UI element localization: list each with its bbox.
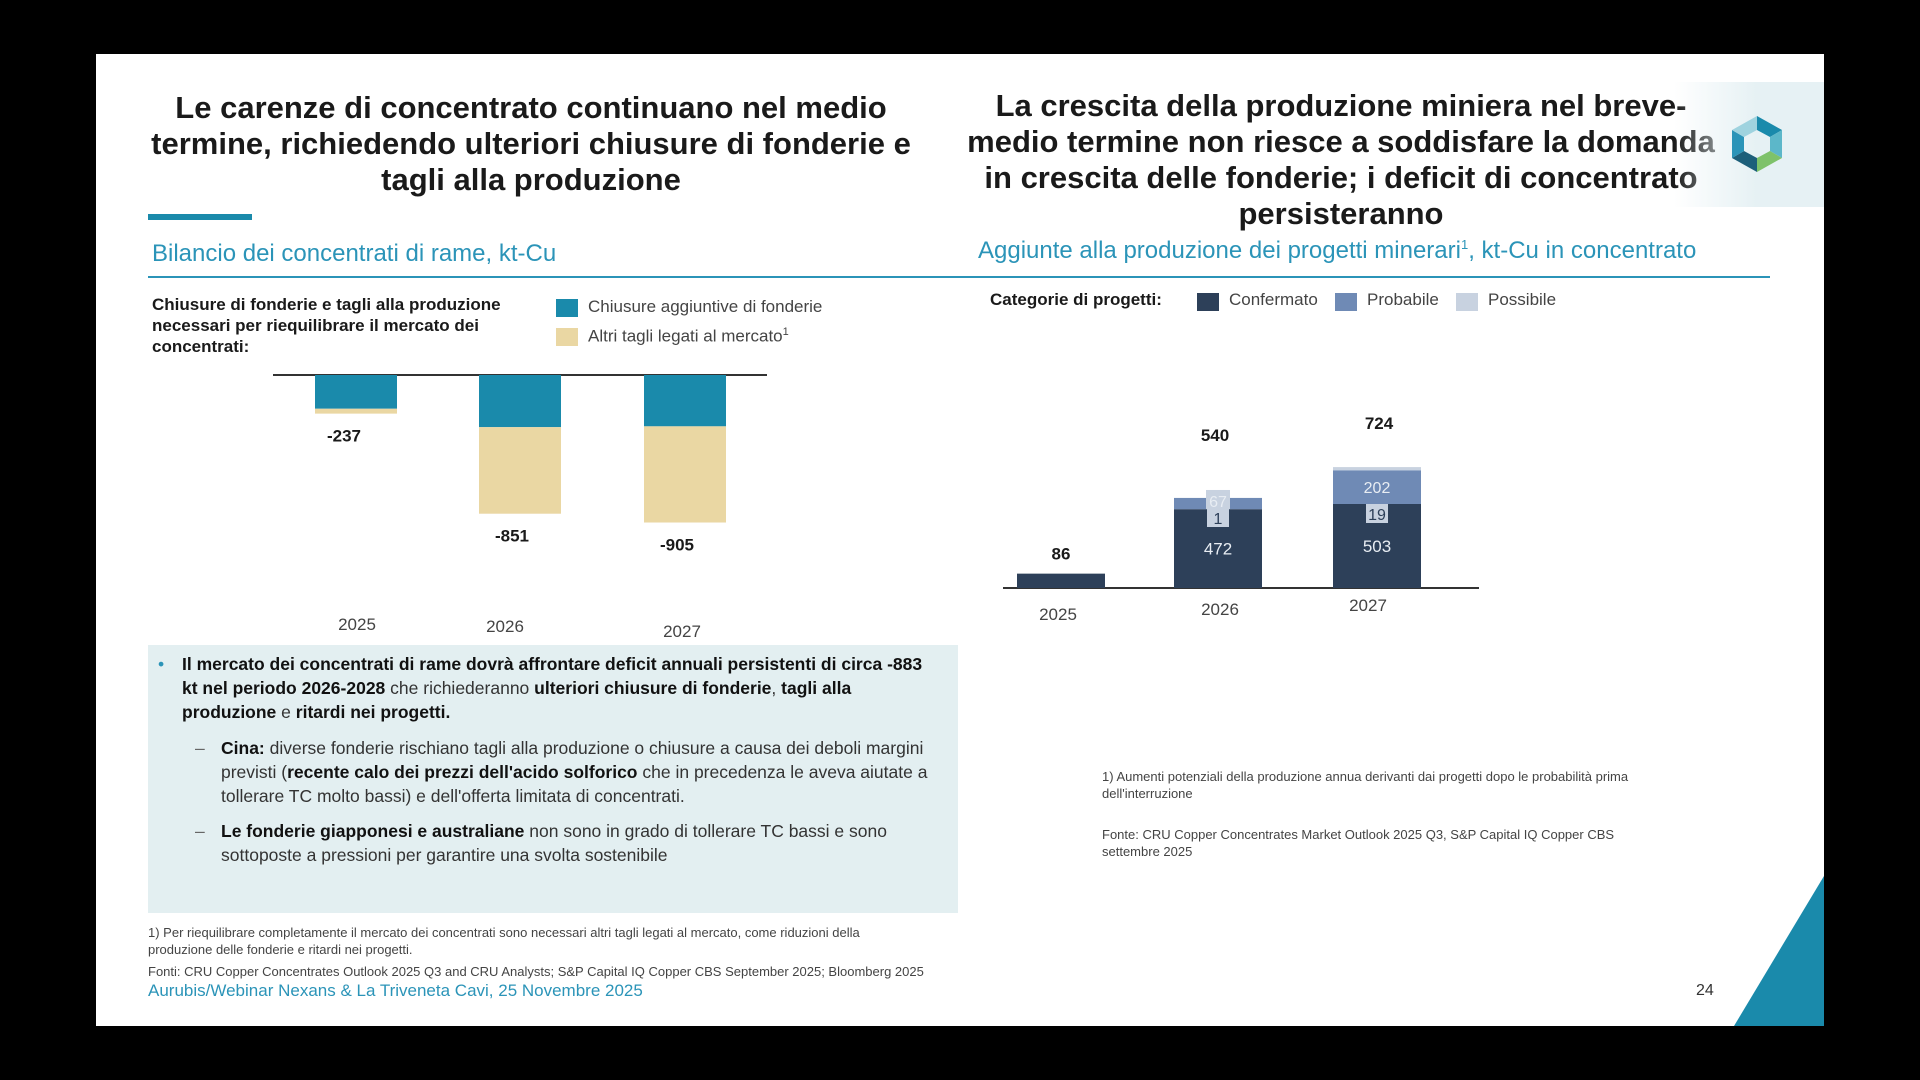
main-bullet: • Il mercato dei concentrati di rame dov… (158, 652, 932, 724)
legend-label-market-cuts-text: Altri tagli legati al mercato (588, 326, 783, 346)
right-source-2: settembre 2025 (1102, 844, 1193, 859)
right-label-confermato-2027: 503 (1363, 537, 1391, 556)
corner-accent (1734, 876, 1824, 1026)
right-label-probabile-2026: 67 (1209, 494, 1227, 511)
right-legend-intro: Categorie di progetti: (990, 290, 1162, 309)
main-bullet-text: Il mercato dei concentrati di rame dovrà… (182, 654, 922, 722)
right-label-possibile-2027: 19 (1368, 507, 1386, 524)
left-year-label-2026: 2026 (486, 617, 524, 636)
left-footnote-1: 1) Per riequilibrare completamente il me… (148, 925, 860, 940)
b-main-part-3: , (771, 678, 782, 698)
left-total-label-2025: -237 (327, 427, 361, 446)
left-total-label-2026: -851 (495, 527, 529, 546)
right-label-confermato-2025: 86 (1052, 545, 1071, 564)
right-subtitle-sup: 1 (1460, 237, 1469, 252)
b-main-part-1: che richiederanno (385, 678, 535, 698)
right-label-bg-probabile-2026 (1206, 489, 1230, 509)
sub-bullet-japan-australia: – Le fonderie giapponesi e australiane n… (195, 819, 931, 867)
left-total-label-2027: -905 (660, 536, 694, 555)
left-bar-2027-closures (644, 375, 726, 427)
b-main-part-6: ritardi nei progetti. (295, 702, 451, 722)
left-year-label-2025: 2025 (338, 615, 376, 634)
left-title: Le carenze di concentrato continuano nel… (151, 90, 911, 197)
event-footer: Aurubis/Webinar Nexans & La Triveneta Ca… (148, 981, 643, 1000)
right-label-bg-possibile-2027 (1366, 504, 1388, 523)
b-main-part-5: e (276, 702, 296, 722)
right-label-bg-possibile-2026 (1207, 508, 1229, 527)
legend-label-market-cuts: Altri tagli legati al mercato1 (588, 326, 789, 347)
b-sub1-part-1: diverse fonderie rischiano tagli alla pr… (221, 738, 924, 782)
left-bar-2025-closures (315, 375, 397, 409)
sub-bullet-china: – Cina: diverse fonderie rischiano tagli… (195, 736, 931, 808)
dash-icon: – (195, 821, 205, 841)
right-bar-2027-probabile (1333, 470, 1421, 504)
legend-label-confermato: Confermato (1229, 290, 1318, 309)
left-bar-2026-closures (479, 375, 561, 428)
aurubis-logo-icon (1732, 116, 1782, 172)
b-main-part-0: Il mercato dei concentrati di rame dovrà… (182, 654, 923, 698)
right-footnote-1: 1) Aumenti potenziali della produzione a… (1102, 769, 1629, 784)
accent-line (148, 214, 252, 220)
left-year-label-2027: 2027 (663, 622, 701, 641)
right-subtitle-main: Aggiunte alla produzione dei progetti mi… (978, 237, 1461, 264)
left-chart-subtitle: Bilancio dei concentrati di rame, kt-Cu (152, 240, 557, 267)
left-bar-2026-market-cuts (479, 427, 561, 514)
legend-label-market-cuts-sup: 1 (782, 326, 789, 338)
right-bar-2027-possibile (1333, 467, 1421, 471)
left-legend-intro: Chiusure di fonderie e tagli alla produz… (152, 295, 501, 356)
left-footnote-2: produzione delle fonderie e ritardi nei … (148, 942, 413, 957)
b-sub1-part-3: che in precedenza le aveva aiutate a tol… (221, 762, 928, 806)
legend-label-possibile: Possibile (1488, 290, 1557, 309)
legend-swatch-possibile (1456, 293, 1478, 311)
right-label-probabile-2027: 202 (1364, 480, 1391, 497)
b-sub1-part-2: recente calo dei prezzi dell'acido solfo… (287, 762, 638, 782)
legend-swatch-confermato (1197, 293, 1219, 311)
right-source-1: Fonte: CRU Copper Concentrates Market Ou… (1102, 827, 1615, 842)
right-total-label-2026: 540 (1201, 426, 1229, 445)
b-main-part-2: ulteriori chiusure di fonderie (534, 678, 772, 698)
legend-label-probabile: Probabile (1367, 290, 1439, 309)
b-main-part-4: tagli alla produzione (182, 678, 852, 722)
left-source: Fonti: CRU Copper Concentrates Outlook 2… (148, 964, 924, 979)
page-number: 24 (1696, 982, 1714, 999)
bullet-dot-icon: • (158, 654, 165, 674)
key-points-box: • Il mercato dei concentrati di rame dov… (148, 645, 958, 913)
right-footnote-2: dell'interruzione (1102, 786, 1193, 801)
right-bar-chart: 86 2025 472 671 540 2026 503 202 19 724 2027 (1003, 414, 1479, 624)
subtitle-rule (148, 276, 1770, 278)
sub-bullet-japan-text: Le fonderie giapponesi e australiane non… (221, 821, 887, 865)
dash-icon: – (195, 738, 205, 758)
logo-background (1674, 82, 1824, 207)
right-subtitle-tail: , kt-Cu in concentrato (1468, 237, 1697, 264)
slide: Le carenze di concentrato continuano nel… (96, 54, 1824, 1026)
right-year-label-2027: 2027 (1349, 596, 1387, 615)
right-year-label-2025: 2025 (1039, 605, 1077, 624)
right-label-possibile-2026: 1 (1214, 511, 1223, 528)
left-bar-2025-market-cuts (315, 408, 397, 414)
left-bar-2027-market-cuts (644, 426, 726, 523)
right-label-confermato-2026: 472 (1204, 540, 1232, 559)
b-sub2-part-1: non sono in grado di tollerare TC bassi … (221, 821, 887, 865)
sub-bullet-china-text: Cina: diverse fonderie rischiano tagli a… (221, 738, 927, 806)
right-bar-2025-confermato (1017, 573, 1105, 588)
legend-swatch-probabile (1335, 293, 1357, 311)
right-year-label-2026: 2026 (1201, 600, 1239, 619)
legend-label-closures: Chiusure aggiuntive di fonderie (588, 297, 823, 316)
b-sub1-part-0: Cina: (221, 738, 265, 758)
right-total-label-2027: 724 (1365, 414, 1394, 433)
legend-swatch-market-cuts (556, 328, 578, 346)
right-chart-subtitle: Aggiunte alla produzione dei progetti mi… (978, 237, 1696, 265)
legend-swatch-closures (556, 299, 578, 317)
left-bar-chart: -237 2025 -851 2026 -905 2027 (273, 374, 767, 641)
b-sub2-part-0: Le fonderie giapponesi e australiane (221, 821, 525, 841)
right-title: La crescita della produzione miniera nel… (967, 88, 1715, 231)
